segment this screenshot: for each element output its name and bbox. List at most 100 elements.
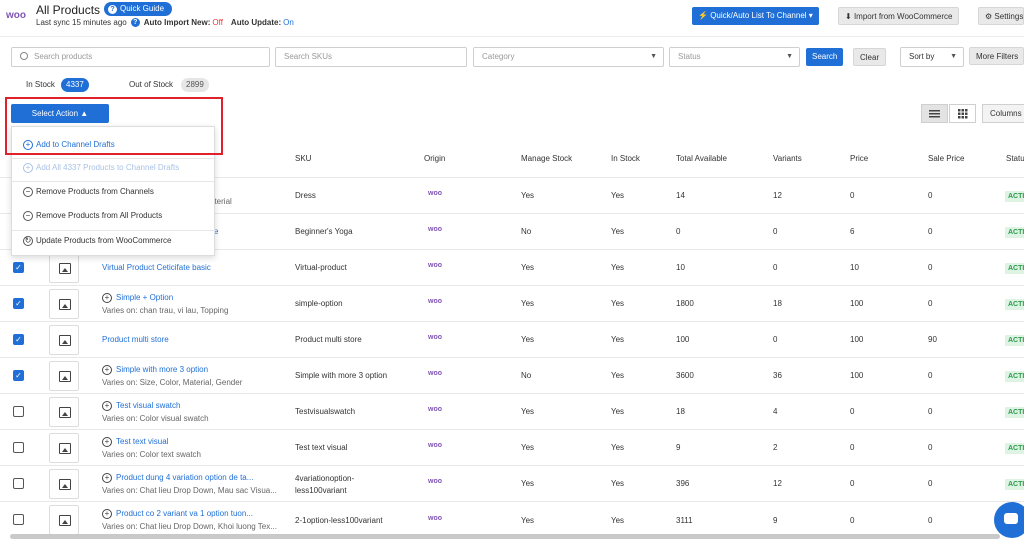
expand-variants-icon[interactable]: + — [102, 509, 112, 519]
expand-variants-icon[interactable]: + — [102, 473, 112, 483]
total-available-value: 100 — [676, 335, 690, 344]
product-name-link[interactable]: Product multi store — [102, 335, 169, 344]
table-row[interactable]: ✓ + Simple + Option Varies on: chan trau,… — [0, 285, 1024, 321]
menu-divider — [12, 158, 216, 159]
row-checkbox[interactable]: ✓ — [13, 262, 24, 273]
more-filters-button[interactable]: More Filters — [969, 47, 1024, 65]
product-varies: Varies on: Chat lieu Drop Down, Mau sac … — [102, 486, 277, 495]
woo-origin-icon: woo — [428, 515, 442, 522]
variants-value: 12 — [773, 479, 782, 488]
col-header-sale-price[interactable]: Sale Price — [928, 154, 965, 163]
settings-button[interactable]: ⚙ Settings — [978, 7, 1024, 25]
manage-stock-value: Yes — [521, 443, 535, 452]
auto-import-value[interactable]: Off — [212, 18, 223, 27]
menu-divider — [12, 230, 216, 231]
col-header-origin[interactable]: Origin — [424, 154, 446, 163]
price-value: 0 — [850, 479, 855, 488]
table-row[interactable]: + Test visual swatch Varies on: Color vis… — [0, 393, 1024, 429]
row-checkbox[interactable]: ✓ — [13, 370, 24, 381]
table-row[interactable]: + Product co 2 variant va 1 option tuon..… — [0, 501, 1024, 535]
woo-origin-icon: woo — [428, 262, 442, 269]
col-header-manage-stock[interactable]: Manage Stock — [521, 154, 573, 163]
in-stock-value: Yes — [611, 227, 625, 236]
search-products-input[interactable]: Search products — [11, 47, 270, 67]
variants-value: 0 — [773, 335, 778, 344]
product-sku: Testvisualswatch — [295, 407, 356, 416]
menu-update-from-woocommerce[interactable]: ↻ Update Products from WooCommerce — [23, 236, 172, 246]
row-checkbox[interactable] — [13, 514, 24, 525]
table-row[interactable]: ✓ + Simple with more 3 option Varies on: … — [0, 357, 1024, 393]
page-title: All Products — [36, 3, 101, 17]
row-checkbox[interactable] — [13, 442, 24, 453]
product-name-link[interactable]: Simple + Option — [116, 293, 174, 302]
select-action-button[interactable]: Select Action ▲ — [11, 104, 109, 123]
import-button[interactable]: ⬇ Import from WooCommerce — [838, 7, 960, 25]
col-header-price[interactable]: Price — [850, 154, 869, 163]
broken-image-icon — [59, 479, 71, 490]
search-button[interactable]: Search — [806, 48, 844, 66]
list-view-button[interactable] — [921, 104, 948, 123]
search-skus-input[interactable]: Search SKUs — [275, 47, 467, 67]
product-name-link[interactable]: Product dung 4 variation option de ta... — [116, 473, 254, 482]
expand-variants-icon[interactable]: + — [102, 293, 112, 303]
product-sku: 2-1option-less100variant — [295, 516, 383, 525]
price-value: 100 — [850, 299, 864, 308]
tab-in-stock[interactable]: In Stock — [26, 80, 55, 89]
total-available-value: 0 — [676, 227, 681, 236]
refresh-icon: ↻ — [23, 236, 33, 246]
minus-circle-icon: − — [23, 211, 33, 221]
product-name-link[interactable]: Product co 2 variant va 1 option tuon... — [116, 509, 253, 518]
grid-view-button[interactable] — [949, 104, 976, 123]
chat-bubble-icon[interactable] — [994, 502, 1024, 538]
table-row[interactable]: e Beginner's Yoga woo No Yes 0 0 6 0 ACT… — [0, 213, 1024, 249]
product-name-link[interactable]: e — [214, 227, 219, 236]
product-varies: Varies on: Size, Color, Material, Gender — [102, 378, 243, 387]
menu-add-to-channel-drafts[interactable]: + Add to Channel Drafts — [12, 133, 216, 157]
table-row[interactable]: + Test text visual Varies on: Color text … — [0, 429, 1024, 465]
menu-remove-from-channels[interactable]: − Remove Products from Channels — [12, 180, 216, 204]
woo-logo: woo — [6, 10, 26, 21]
expand-variants-icon[interactable]: + — [102, 365, 112, 375]
table-row[interactable]: + Product dung 4 variation option de ta..… — [0, 465, 1024, 501]
horizontal-scrollbar[interactable] — [10, 534, 1000, 539]
auto-update-value[interactable]: On — [283, 18, 294, 27]
col-header-status[interactable]: Status — [1006, 154, 1024, 163]
row-checkbox[interactable] — [13, 478, 24, 489]
broken-image-icon — [59, 263, 71, 274]
product-name-link[interactable]: Test visual swatch — [116, 401, 181, 410]
product-sku: simple-option — [295, 299, 343, 308]
product-name-link[interactable]: Simple with more 3 option — [116, 365, 209, 374]
in-stock-value: Yes — [611, 371, 625, 380]
row-checkbox[interactable]: ✓ — [13, 334, 24, 345]
row-checkbox[interactable]: ✓ — [13, 298, 24, 309]
category-select[interactable]: Category ▼ — [473, 47, 664, 67]
menu-remove-from-all-products[interactable]: − Remove Products from All Products — [12, 204, 216, 228]
tab-out-of-stock[interactable]: Out of Stock — [129, 80, 174, 89]
col-header-sku[interactable]: SKU — [295, 154, 312, 163]
col-header-in-stock[interactable]: In Stock — [611, 154, 640, 163]
status-badge: ACTIVE — [1005, 299, 1024, 310]
row-checkbox[interactable] — [13, 406, 24, 417]
in-stock-value: Yes — [611, 516, 625, 525]
sale-price-value: 0 — [928, 299, 933, 308]
product-name-link[interactable]: Virtual Product Ceticifate basic — [102, 263, 211, 272]
col-header-total-available[interactable]: Total Available — [676, 154, 727, 163]
quick-guide-button[interactable]: ? Quick Guide — [104, 2, 173, 16]
expand-variants-icon[interactable]: + — [102, 437, 112, 447]
status-select[interactable]: Status ▼ — [669, 47, 800, 67]
sort-by-select[interactable]: Sort by ▼ — [900, 47, 964, 67]
product-thumbnail — [49, 397, 79, 427]
manage-stock-value: Yes — [521, 335, 535, 344]
product-varies: Varies on: Chat lieu Drop Down, Khoi luo… — [102, 522, 277, 531]
columns-button[interactable]: Columns — [982, 104, 1024, 123]
table-row[interactable]: ✓ Product multi store Product multi stor… — [0, 321, 1024, 357]
clear-button[interactable]: Clear — [853, 48, 887, 66]
col-header-variants[interactable]: Variants — [773, 154, 802, 163]
sync-help-icon[interactable]: ? — [130, 18, 140, 27]
expand-variants-icon[interactable]: + — [102, 401, 112, 411]
status-badge: ACTIVE — [1005, 479, 1024, 490]
list-to-channel-button[interactable]: ⚡ Quick/Auto List To Channel ▾ — [692, 7, 819, 25]
in-stock-count-badge: 4337 — [61, 78, 89, 92]
product-name-link[interactable]: Test text visual — [116, 437, 169, 446]
table-row[interactable]: ✓ Virtual Product Ceticifate basic Virtu… — [0, 249, 1024, 285]
